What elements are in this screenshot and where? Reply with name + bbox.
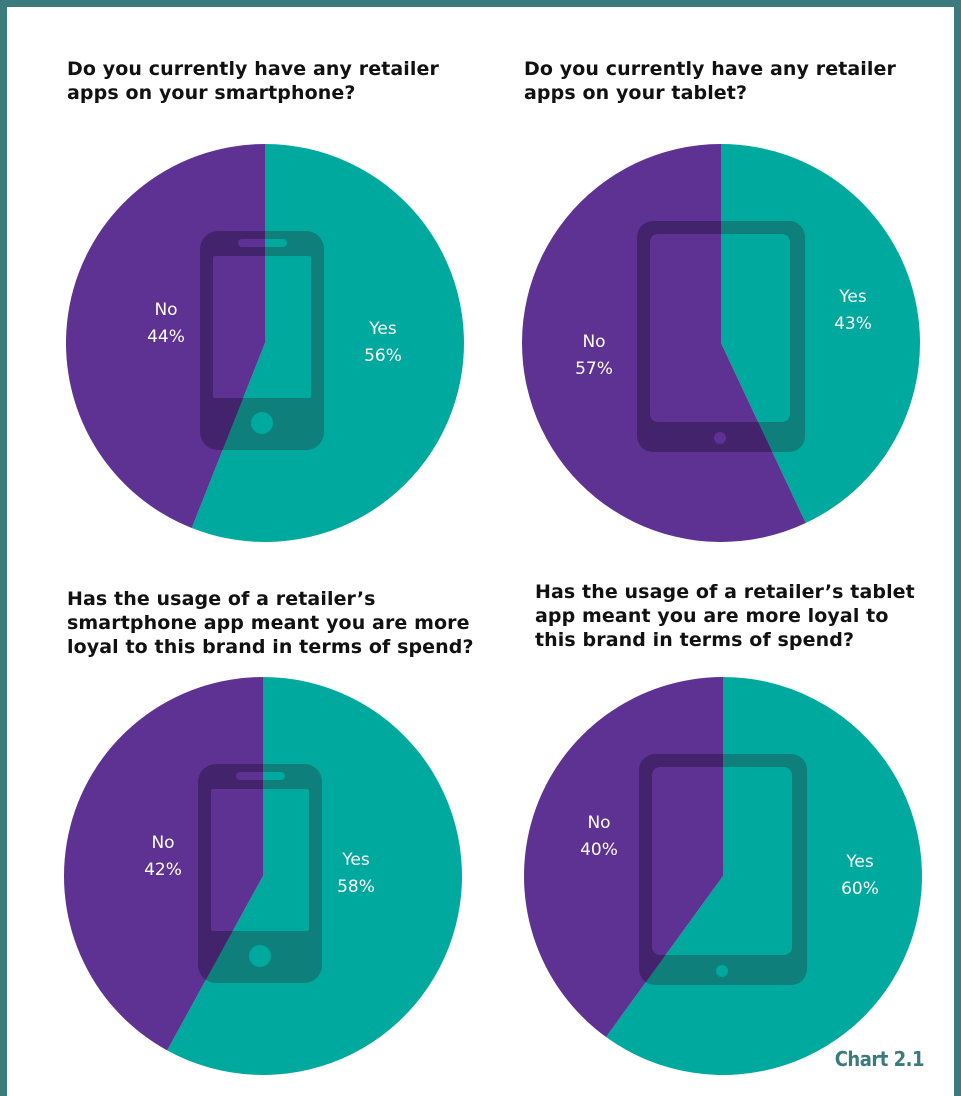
pie-label-no-value: 57% [575,359,613,379]
pie-label-no-value: 40% [580,840,618,860]
pie-title-line: Do you currently have any retailer [524,58,896,80]
pie-title-line: Has the usage of a retailer’s tablet [535,581,915,603]
tablet-icon [637,221,805,452]
pie-chart-tablet-apps: No 57% Yes 43% [521,144,920,542]
pie-title-line: this brand in terms of spend? [535,629,855,651]
device-shape-on-no [639,754,723,985]
pie-title-smartphone-apps: Do you currently have any retailer apps … [67,57,439,105]
pie-title-line: apps on your tablet? [524,82,748,104]
pie-title-tablet-loyalty: Has the usage of a retailer’s tablet app… [535,580,915,652]
pie-label-yes-name: Yes [845,852,874,872]
pie-title-tablet-apps: Do you currently have any retailer apps … [524,57,896,105]
pie-label-yes-name: Yes [368,319,397,339]
pie-label-yes-value: 60% [841,879,879,899]
pie-label-no-value: 42% [144,860,182,880]
pie-title-line: Do you currently have any retailer [67,58,439,80]
pie-title-smartphone-loyalty: Has the usage of a retailer’s smartphone… [67,587,474,659]
pie-title-line: apps on your smartphone? [67,82,356,104]
tablet-icon [639,754,807,985]
pie-chart-smartphone-loyalty: No 42% Yes 58% [63,677,462,1075]
pie-label-yes-value: 58% [337,877,375,897]
pie-title-line: smartphone app meant you are more [67,612,470,634]
pie-title-line: loyal to this brand in terms of spend? [67,636,474,658]
pie-label-no-name: No [582,332,605,352]
pie-title-line: Has the usage of a retailer’s [67,588,376,610]
pie-chart-tablet-loyalty: No 40% Yes 60% [524,677,923,1075]
pie-chart-smartphone-apps: No 44% Yes 56% [65,143,464,542]
pie-title-line: app meant you are more loyal to [535,605,889,627]
pie-label-no-name: No [151,833,174,853]
pie-label-no-value: 44% [147,327,185,347]
smartphone-icon [200,231,324,450]
chart-number-label: Chart 2.1 [834,1047,925,1071]
smartphone-icon [198,764,322,983]
pie-label-yes-name: Yes [838,287,867,307]
pie-label-yes-value: 56% [364,346,402,366]
pie-label-yes-value: 43% [834,314,872,334]
pie-label-no-name: No [587,813,610,833]
pie-label-yes-name: Yes [341,850,370,870]
device-shape-on-yes [721,221,805,452]
pie-label-no-name: No [154,300,177,320]
